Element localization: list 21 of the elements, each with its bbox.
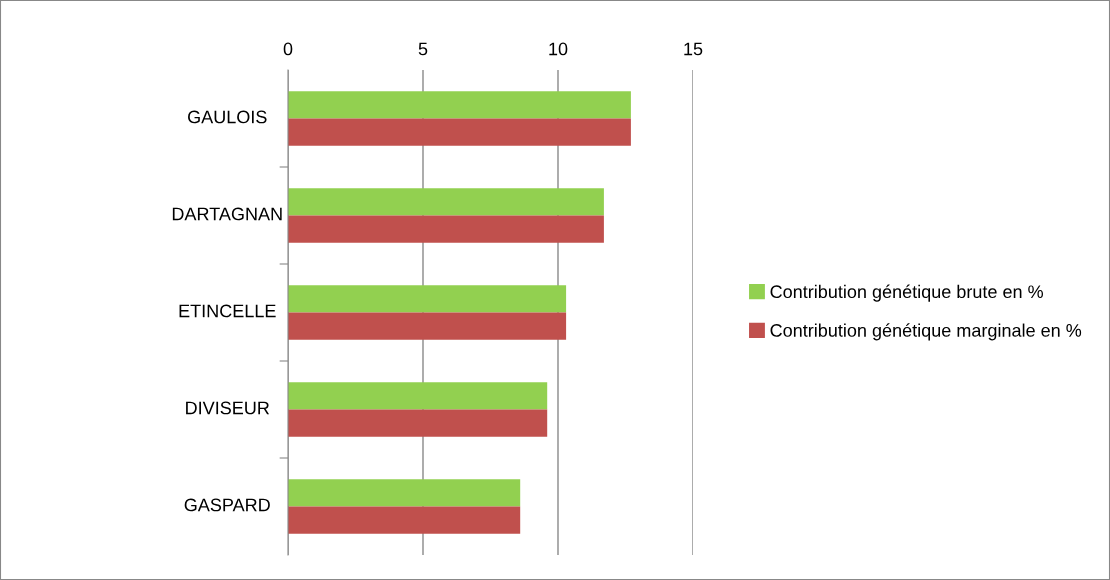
y-tick-label: ETINCELLE [179, 304, 276, 318]
bar [288, 506, 521, 534]
legend-label: Contribution génétique brute en % [770, 284, 1043, 302]
x-tick-label: 10 [549, 42, 568, 56]
bar [288, 285, 567, 313]
bar [288, 215, 604, 243]
bar [288, 382, 548, 410]
y-tick-label: DIVISEUR [186, 401, 270, 415]
bar [288, 479, 521, 507]
y-tick-label: DARTAGNAN [172, 207, 282, 221]
bar [288, 409, 548, 437]
bar [288, 188, 604, 216]
y-tick-label: GASPARD [184, 498, 270, 512]
bar [288, 91, 631, 119]
bar [288, 118, 631, 146]
y-tick-label: GAULOIS [188, 110, 267, 124]
x-tick-label: 5 [418, 42, 428, 56]
bar [288, 312, 567, 340]
x-tick-label: 15 [684, 42, 703, 56]
legend-label: Contribution génétique marginale en % [770, 323, 1082, 341]
x-tick-label: 0 [283, 42, 293, 56]
